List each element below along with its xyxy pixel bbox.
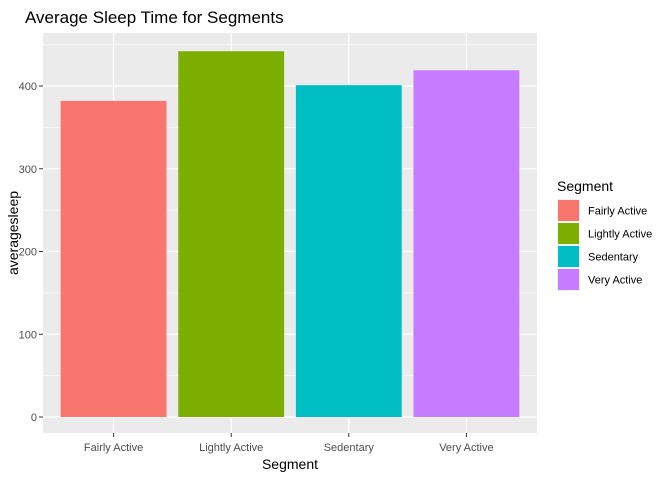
y-tick-label: 200 (19, 247, 37, 259)
x-tick-label: Very Active (439, 442, 493, 454)
legend-label: Fairly Active (588, 206, 647, 218)
bar-lightly-active (178, 51, 285, 418)
legend: Segment Fairly Active Lightly Active Seden… (557, 178, 652, 291)
x-axis-title: Segment (262, 456, 318, 472)
x-axis: Fairly Active Lightly Active Sedentary Very… (84, 433, 494, 454)
y-tick-label: 0 (31, 412, 37, 424)
legend-label: Sedentary (588, 252, 639, 264)
bar-very-active (413, 70, 520, 417)
y-tick-label: 400 (19, 81, 37, 93)
y-tick-label: 100 (19, 329, 37, 341)
legend-swatch (558, 246, 579, 267)
y-tick-label: 300 (19, 164, 37, 176)
legend-swatch (558, 269, 579, 290)
x-tick-label: Sedentary (324, 442, 375, 454)
y-axis: 0 100 200 300 400 (19, 81, 43, 424)
legend-swatch (558, 200, 579, 221)
x-tick-label: Lightly Active (199, 442, 263, 454)
y-axis-title: averagesleep (5, 191, 21, 275)
bar-sedentary (295, 85, 402, 418)
legend-label: Lightly Active (588, 229, 652, 241)
bar-fairly-active (60, 100, 167, 418)
legend-swatch (558, 223, 579, 244)
bars (60, 51, 520, 418)
chart-title: Average Sleep Time for Segments (25, 8, 284, 27)
legend-label: Very Active (588, 275, 642, 287)
x-tick-label: Fairly Active (84, 442, 143, 454)
legend-title: Segment (557, 178, 613, 194)
